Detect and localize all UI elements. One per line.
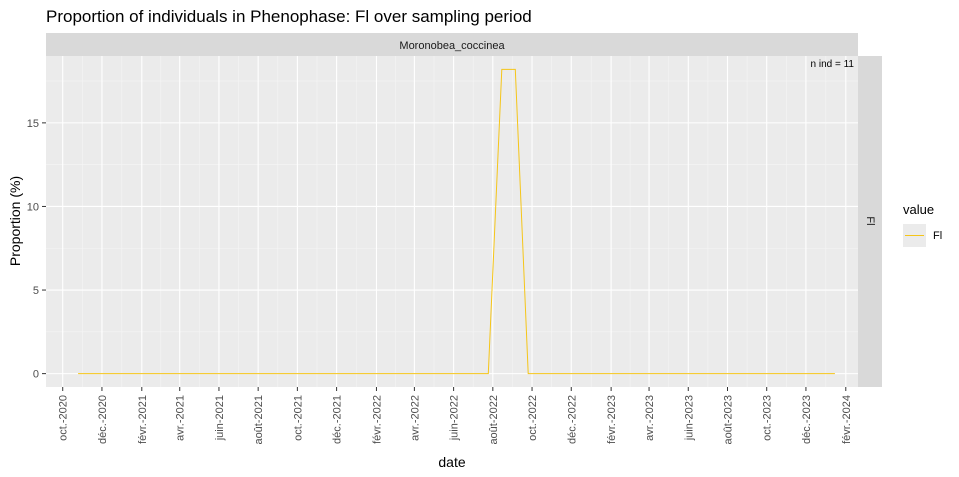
x-tick-label: juin-2021 — [214, 395, 226, 441]
facet-strip-top — [46, 33, 858, 56]
x-tick-label: oct.-2023 — [762, 395, 774, 441]
facet-strip-top-label: Moronobea_coccinea — [399, 40, 505, 52]
x-tick-label: oct.-2022 — [527, 395, 539, 441]
chart-title: Proportion of individuals in Phenophase:… — [46, 7, 532, 26]
x-tick-label: févr.-2021 — [137, 395, 149, 444]
facet-strip-right-label: Fl — [864, 216, 876, 225]
x-tick-label: févr.-2023 — [606, 395, 618, 444]
x-axis-title: date — [438, 454, 465, 470]
y-tick-label: 10 — [27, 201, 39, 213]
x-tick-label: févr.-2024 — [841, 395, 853, 444]
series-line-fl — [78, 68, 835, 375]
y-axis-title: Proportion (%) — [7, 176, 23, 266]
x-tick-label: déc.-2021 — [332, 395, 344, 444]
y-tick-label: 5 — [33, 285, 39, 297]
x-tick-label: avr.-2021 — [175, 395, 187, 441]
x-tick-label: déc.-2023 — [801, 395, 813, 444]
plot-panel — [46, 56, 858, 387]
x-tick-label: oct.-2020 — [58, 395, 70, 441]
x-tick-label: août-2023 — [722, 395, 734, 445]
x-tick-label: déc.-2022 — [566, 395, 578, 444]
x-tick-label: avr.-2023 — [644, 395, 656, 441]
x-tick-label: août-2021 — [253, 395, 265, 445]
y-tick-label: 0 — [33, 369, 39, 381]
annotation-n-ind: n ind = 11 — [811, 59, 855, 70]
x-tick-label: févr.-2022 — [371, 395, 383, 444]
legend-title: value — [903, 202, 934, 217]
x-tick-label: avr.-2022 — [409, 395, 421, 441]
y-axis: 0 5 10 15 — [27, 118, 46, 381]
grid-minor — [46, 56, 858, 387]
y-tick-label: 15 — [27, 118, 39, 130]
x-tick-label: oct.-2021 — [292, 395, 304, 441]
x-tick-label: juin-2022 — [449, 395, 461, 441]
series-layer — [78, 68, 835, 375]
x-tick-label: août-2022 — [488, 395, 500, 445]
x-axis: oct.-2020 déc.-2020 févr.-2021 avr.-2021 jui… — [58, 387, 853, 445]
x-tick-label: juin-2023 — [683, 395, 695, 441]
x-tick-label: déc.-2020 — [97, 395, 109, 444]
facet-strip-right — [858, 56, 882, 387]
legend-label-fl: Fl — [933, 230, 942, 242]
